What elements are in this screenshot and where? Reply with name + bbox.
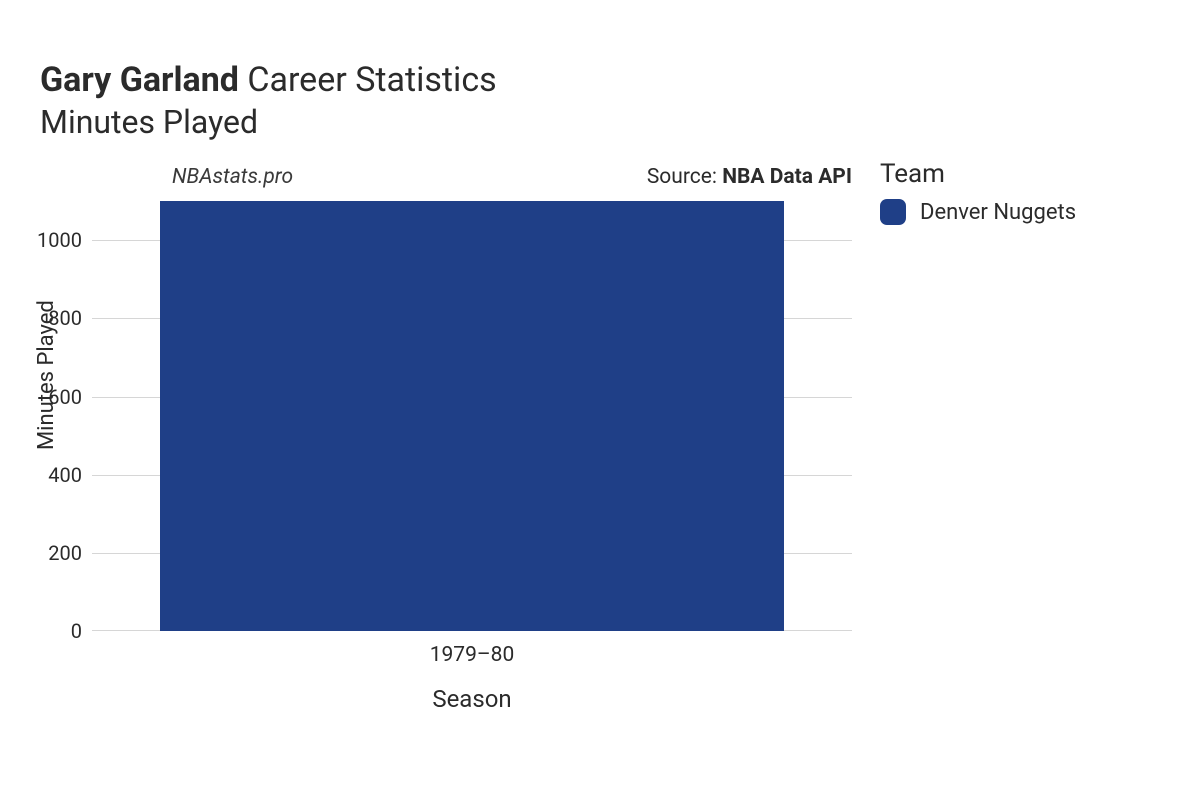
title-suffix: Career Statistics bbox=[247, 60, 496, 100]
player-name: Gary Garland bbox=[40, 60, 239, 100]
source-prefix: Source: bbox=[647, 165, 722, 189]
site-watermark: NBAstats.pro bbox=[172, 165, 293, 189]
source-name: NBA Data API bbox=[722, 165, 852, 189]
legend-title: Team bbox=[880, 159, 1076, 189]
plot-column: NBAstats.pro Source: NBA Data API 020040… bbox=[92, 165, 852, 713]
legend-items: Denver Nuggets bbox=[880, 199, 1076, 225]
chart-wrap: Minutes Played NBAstats.pro Source: NBA … bbox=[40, 165, 1160, 713]
y-tick-label: 600 bbox=[32, 385, 92, 409]
bar bbox=[160, 201, 783, 631]
y-tick-label: 200 bbox=[32, 541, 92, 565]
y-tick-label: 800 bbox=[32, 306, 92, 330]
x-tick-label: 1979–80 bbox=[430, 631, 515, 667]
legend-label: Denver Nuggets bbox=[920, 200, 1076, 225]
x-axis-label: Season bbox=[92, 685, 852, 713]
y-tick-label: 400 bbox=[32, 463, 92, 487]
source-credit: Source: NBA Data API bbox=[647, 165, 852, 189]
legend-swatch bbox=[880, 199, 906, 225]
legend: Team Denver Nuggets bbox=[880, 159, 1076, 225]
y-tick-label: 1000 bbox=[32, 228, 92, 252]
top-annotations: NBAstats.pro Source: NBA Data API bbox=[92, 165, 852, 193]
chart-title: Gary Garland Career Statistics bbox=[40, 60, 1160, 101]
chart-subtitle: Minutes Played bbox=[40, 103, 1160, 141]
plot-area: 020040060080010001979–80 bbox=[92, 201, 852, 631]
title-block: Gary Garland Career Statistics Minutes P… bbox=[40, 60, 1160, 141]
legend-item: Denver Nuggets bbox=[880, 199, 1076, 225]
y-tick-label: 0 bbox=[32, 619, 92, 643]
chart-container: Gary Garland Career Statistics Minutes P… bbox=[0, 0, 1200, 800]
